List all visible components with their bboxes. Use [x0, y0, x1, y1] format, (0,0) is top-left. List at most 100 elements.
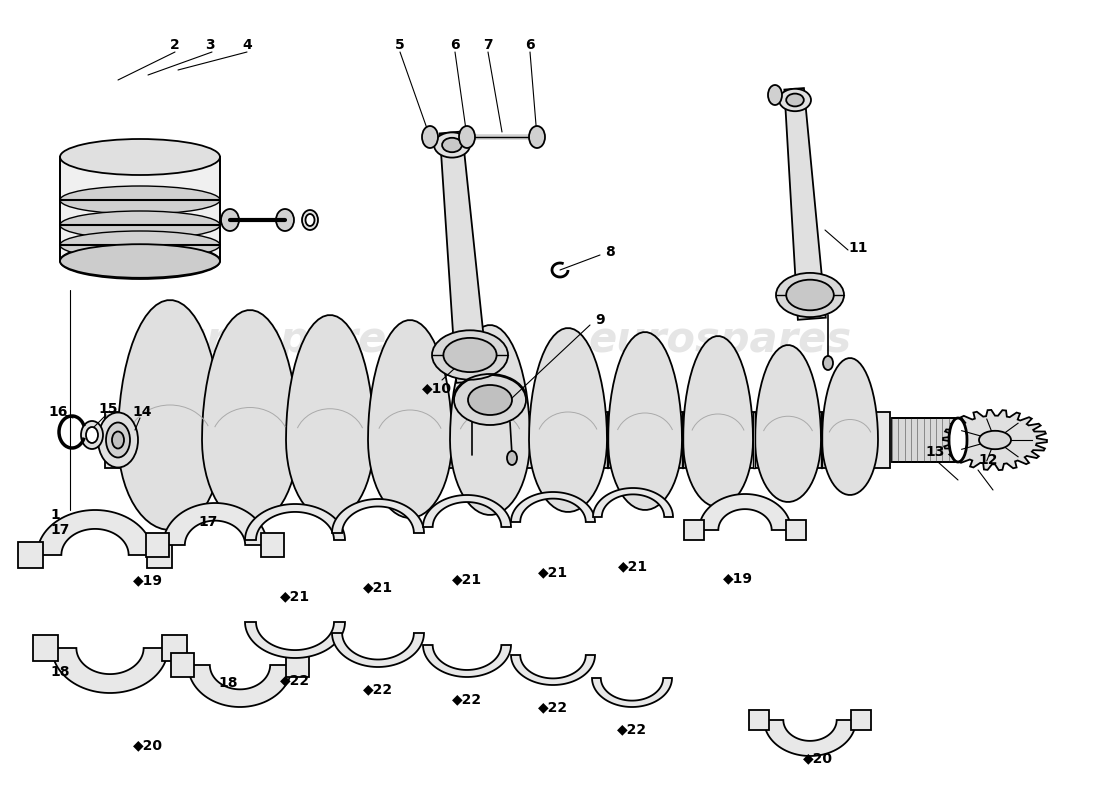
Ellipse shape: [468, 385, 512, 415]
Polygon shape: [943, 410, 1047, 470]
Ellipse shape: [221, 209, 239, 231]
Polygon shape: [245, 622, 345, 658]
Text: ◆19: ◆19: [133, 573, 163, 587]
Polygon shape: [52, 648, 168, 693]
Ellipse shape: [979, 430, 1011, 450]
Ellipse shape: [459, 126, 475, 148]
Text: 17: 17: [198, 515, 218, 529]
Polygon shape: [592, 678, 672, 707]
Ellipse shape: [98, 413, 138, 467]
Polygon shape: [593, 488, 673, 517]
Polygon shape: [608, 332, 682, 510]
Polygon shape: [512, 492, 595, 522]
Text: 3: 3: [206, 38, 214, 52]
Ellipse shape: [949, 418, 967, 462]
Ellipse shape: [786, 94, 804, 106]
Ellipse shape: [60, 231, 220, 259]
Text: 2: 2: [170, 38, 180, 52]
Polygon shape: [822, 358, 878, 495]
Ellipse shape: [302, 210, 318, 230]
Polygon shape: [262, 534, 284, 557]
Polygon shape: [162, 635, 187, 661]
Text: ◆10: ◆10: [422, 381, 452, 395]
Polygon shape: [440, 131, 488, 383]
Polygon shape: [892, 418, 955, 462]
Polygon shape: [424, 645, 512, 677]
Text: 5: 5: [395, 38, 405, 52]
Polygon shape: [286, 315, 374, 520]
Text: eurospares: eurospares: [148, 319, 411, 361]
Polygon shape: [851, 710, 871, 730]
Text: 16: 16: [48, 405, 68, 419]
Ellipse shape: [432, 330, 508, 380]
Ellipse shape: [106, 422, 130, 458]
Polygon shape: [512, 655, 595, 685]
Polygon shape: [146, 534, 168, 557]
Polygon shape: [245, 504, 345, 540]
Text: 17: 17: [51, 523, 69, 537]
Ellipse shape: [81, 421, 103, 449]
Text: 14: 14: [132, 405, 152, 419]
Text: 9: 9: [595, 313, 605, 327]
Polygon shape: [104, 412, 890, 468]
Polygon shape: [170, 654, 194, 677]
Polygon shape: [424, 495, 512, 527]
Text: 7: 7: [483, 38, 493, 52]
Text: 4: 4: [242, 38, 252, 52]
Text: ◆20: ◆20: [803, 751, 833, 765]
Text: ◆22: ◆22: [363, 682, 393, 696]
Ellipse shape: [60, 211, 220, 239]
Ellipse shape: [112, 431, 124, 449]
Ellipse shape: [60, 244, 220, 278]
Text: 18: 18: [51, 665, 69, 679]
Polygon shape: [684, 520, 704, 540]
Text: 12: 12: [978, 453, 998, 467]
Ellipse shape: [786, 280, 834, 310]
Polygon shape: [784, 88, 826, 320]
Ellipse shape: [776, 273, 844, 317]
Polygon shape: [749, 710, 769, 730]
Polygon shape: [368, 320, 452, 518]
Polygon shape: [37, 510, 153, 555]
Polygon shape: [698, 494, 791, 530]
Polygon shape: [33, 635, 58, 661]
Text: ◆22: ◆22: [538, 700, 568, 714]
Text: 6: 6: [450, 38, 460, 52]
Polygon shape: [450, 325, 530, 515]
Text: ◆21: ◆21: [279, 589, 310, 603]
Text: 6: 6: [525, 38, 535, 52]
Ellipse shape: [434, 132, 470, 158]
Polygon shape: [764, 720, 856, 756]
Ellipse shape: [60, 243, 220, 279]
Polygon shape: [683, 336, 754, 507]
Text: 11: 11: [848, 241, 868, 255]
Text: ◆21: ◆21: [618, 559, 648, 573]
Ellipse shape: [768, 85, 782, 105]
Text: ◆21: ◆21: [363, 580, 393, 594]
Text: 13: 13: [925, 445, 945, 459]
Polygon shape: [60, 157, 220, 261]
Ellipse shape: [60, 186, 220, 214]
Ellipse shape: [529, 126, 544, 148]
Polygon shape: [332, 633, 424, 667]
Text: ◆22: ◆22: [279, 673, 310, 687]
Text: ◆20: ◆20: [133, 738, 163, 752]
Polygon shape: [286, 654, 309, 677]
Text: 15: 15: [98, 402, 118, 416]
Polygon shape: [755, 345, 821, 502]
Text: ◆22: ◆22: [617, 722, 647, 736]
Ellipse shape: [454, 375, 526, 425]
Polygon shape: [146, 542, 172, 568]
Polygon shape: [332, 499, 424, 533]
Polygon shape: [529, 328, 607, 512]
Polygon shape: [18, 542, 43, 568]
Ellipse shape: [779, 89, 811, 111]
Ellipse shape: [823, 356, 833, 370]
Text: ◆21: ◆21: [452, 572, 482, 586]
Ellipse shape: [60, 139, 220, 175]
Ellipse shape: [442, 138, 462, 152]
Ellipse shape: [306, 214, 315, 226]
Text: 1: 1: [51, 508, 59, 522]
Ellipse shape: [276, 209, 294, 231]
Ellipse shape: [86, 427, 98, 443]
